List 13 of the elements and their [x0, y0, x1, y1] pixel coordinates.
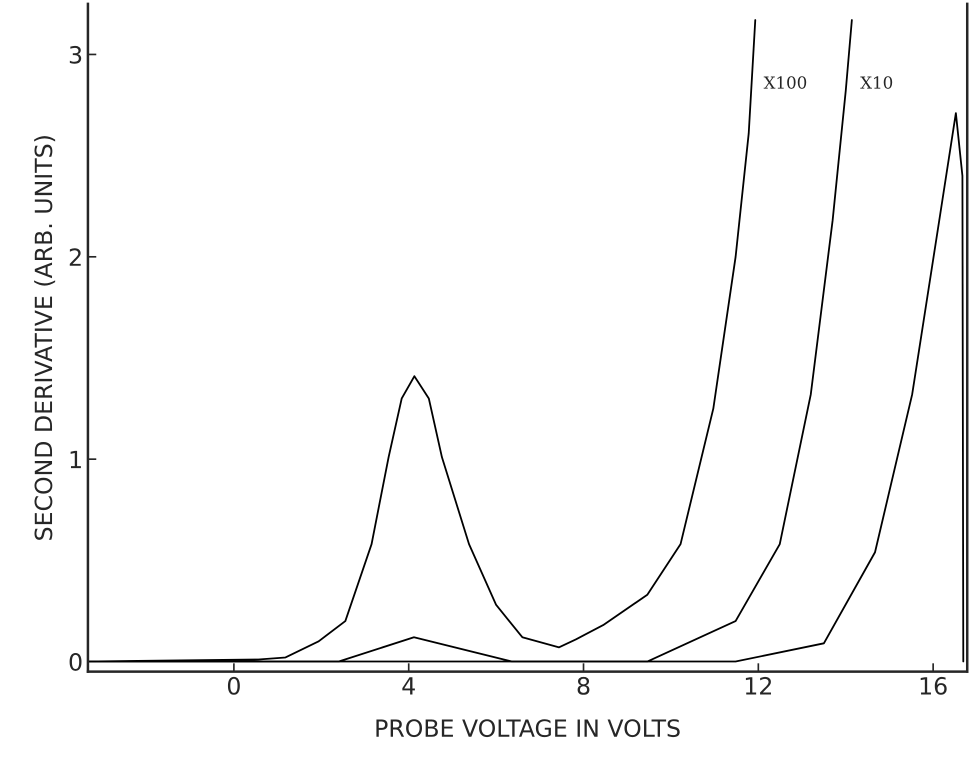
- x-tick-label: 16: [920, 676, 947, 695]
- y-tick-label: 3: [70, 46, 82, 64]
- x-axis-title: PROBE VOLTAGE IN VOLTS: [376, 719, 680, 738]
- y-axis-title: SECOND DERIVATIVE (ARB. UNITS): [34, 136, 56, 540]
- y-tick-label: 2: [70, 248, 81, 266]
- x-tick-label: 12: [746, 676, 771, 694]
- x-tick-label: 0: [228, 676, 240, 695]
- annotation: X10: [860, 76, 892, 89]
- x-tick-label: 8: [578, 676, 590, 695]
- x-tick-label: 4: [402, 677, 415, 694]
- y-tick-label: 0: [70, 652, 82, 671]
- annotation: X100: [764, 76, 806, 89]
- y-tick-label: 1: [70, 450, 81, 468]
